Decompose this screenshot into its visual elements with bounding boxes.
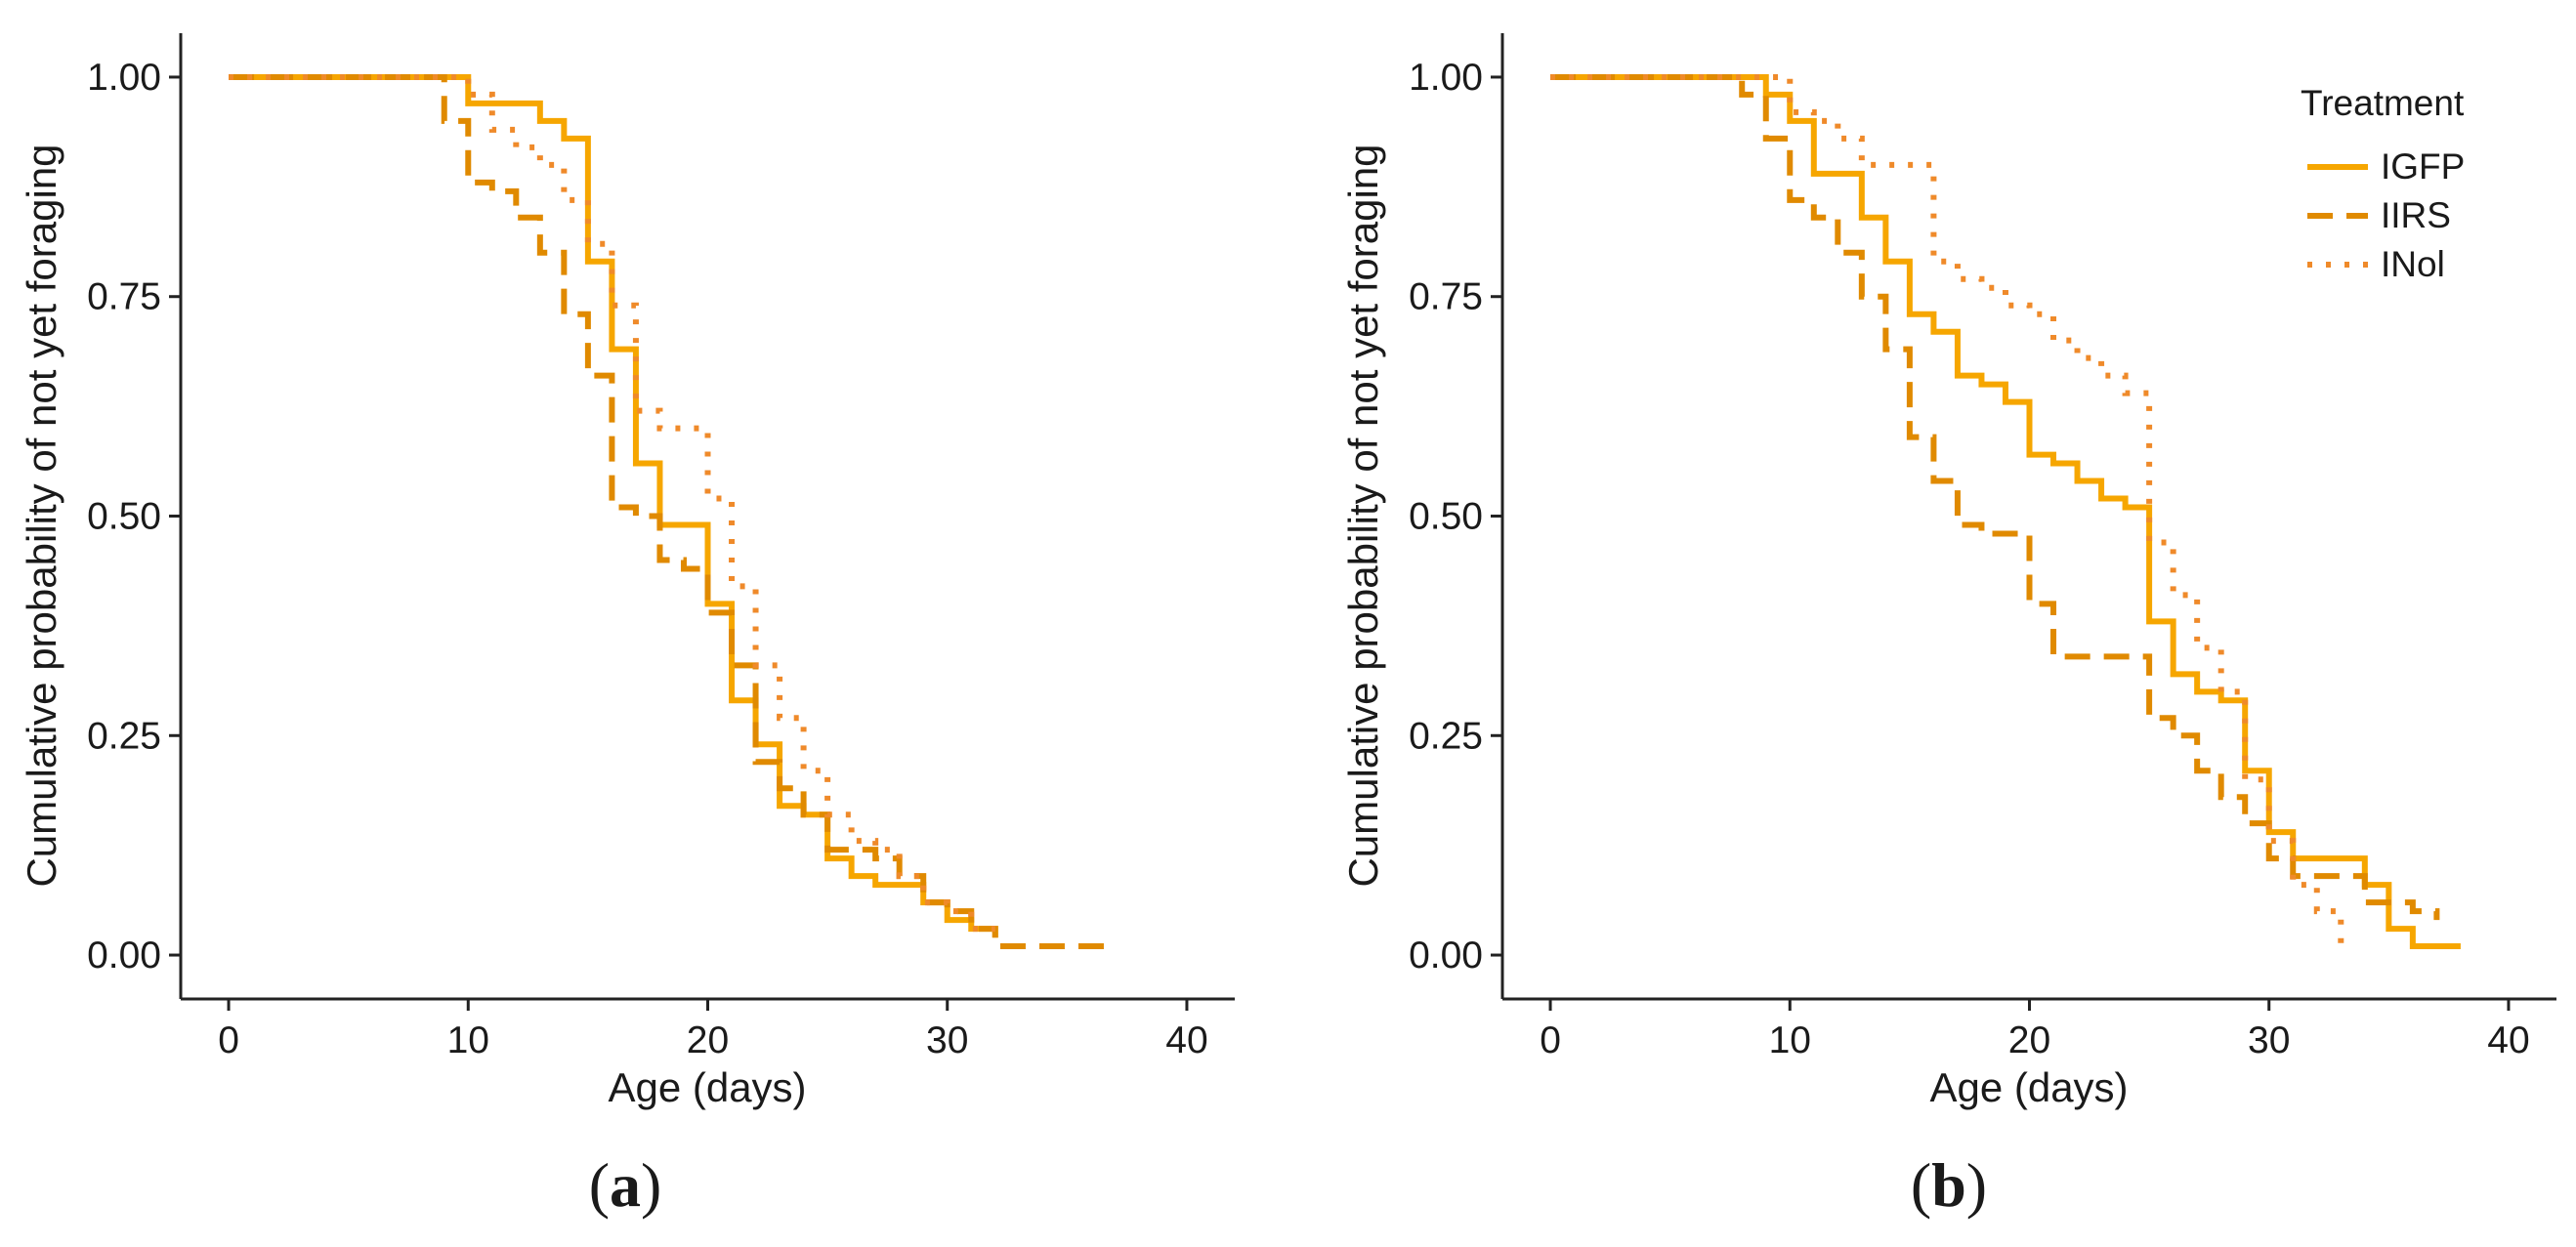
x-tick-label: 10 xyxy=(447,1019,489,1061)
y-tick-label: 1.00 xyxy=(1409,57,1483,99)
series-line-inol xyxy=(229,73,995,933)
x-tick-label: 40 xyxy=(1165,1019,1207,1061)
x-tick-label: 0 xyxy=(218,1019,239,1061)
y-tick-label: 0.25 xyxy=(1409,715,1483,757)
panel-b-x-axis-title: Age (days) xyxy=(1929,1064,2128,1110)
series-line-iirs xyxy=(1550,73,2440,921)
legend-label-iirs: IIRS xyxy=(2381,195,2451,235)
legend-label-inol: INol xyxy=(2381,244,2445,284)
x-tick-label: 40 xyxy=(2487,1019,2529,1061)
y-tick-label: 0.75 xyxy=(1409,276,1483,318)
x-tick-label: 20 xyxy=(2008,1019,2050,1061)
series-line-igfp xyxy=(1550,73,2461,950)
y-tick-label: 1.00 xyxy=(87,57,161,99)
y-tick-label: 0.00 xyxy=(87,935,161,977)
panel-b-label: (b) xyxy=(1911,1150,1987,1220)
legend-label-igfp: IGFP xyxy=(2381,146,2465,187)
panel-a-label: (a) xyxy=(589,1150,662,1220)
x-tick-label: 20 xyxy=(687,1019,729,1061)
legend: Treatment IGFP IIRS INol xyxy=(2301,83,2465,284)
x-tick-label: 30 xyxy=(926,1019,968,1061)
y-tick-label: 0.00 xyxy=(1409,935,1483,977)
panel-a-y-axis-title: Cumulative probability of not yet foragi… xyxy=(19,144,64,887)
series-line-igfp xyxy=(229,73,998,938)
panel-a-y-ticks: 0.00 0.25 0.50 0.75 1.00 xyxy=(87,57,181,977)
panel-a-x-ticks: 0 10 20 30 40 xyxy=(218,999,1208,1061)
y-tick-label: 0.50 xyxy=(1409,496,1483,538)
panel-b: 0.00 0.25 0.50 0.75 1.00 0 10 20 30 40 Age (days… xyxy=(1340,33,2556,1220)
y-tick-label: 0.50 xyxy=(87,496,161,538)
x-tick-label: 30 xyxy=(2248,1019,2290,1061)
legend-title: Treatment xyxy=(2301,83,2465,123)
y-tick-label: 0.25 xyxy=(87,715,161,757)
panel-a-series xyxy=(229,73,1116,950)
y-tick-label: 0.75 xyxy=(87,276,161,318)
series-line-iirs xyxy=(229,73,1116,950)
panel-b-y-ticks: 0.00 0.25 0.50 0.75 1.00 xyxy=(1409,57,1502,977)
panel-b-y-axis-title: Cumulative probability of not yet foragi… xyxy=(1340,144,1386,887)
x-tick-label: 0 xyxy=(1540,1019,1561,1061)
panel-b-x-ticks: 0 10 20 30 40 xyxy=(1540,999,2530,1061)
panel-a-x-axis-title: Age (days) xyxy=(608,1064,806,1110)
x-tick-label: 10 xyxy=(1769,1019,1811,1061)
series-line-inol xyxy=(1550,73,2344,947)
panel-b-series xyxy=(1550,73,2461,950)
panel-a: 0.00 0.25 0.50 0.75 1.00 0 10 20 30 40 Age (days… xyxy=(19,33,1235,1220)
